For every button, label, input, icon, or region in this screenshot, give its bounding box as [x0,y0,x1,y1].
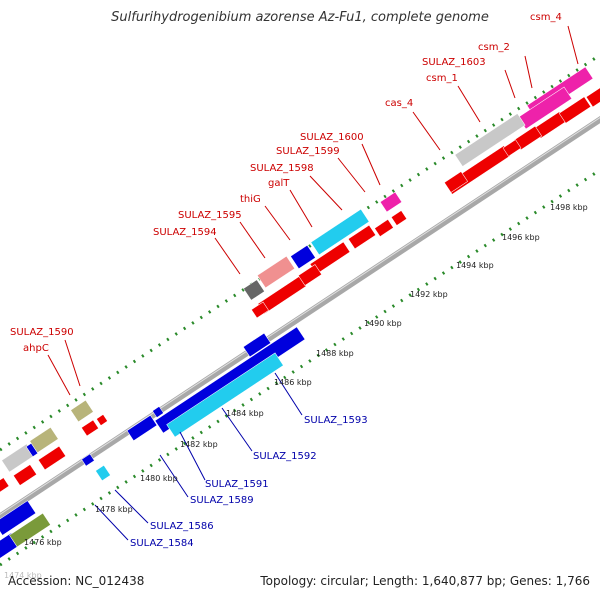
gene-feature-red [37,445,67,471]
gene-feature-red [298,264,322,286]
gene-label-reverse: SULAZ_1589 [190,495,254,506]
gene-feature-blue [25,442,39,458]
scale-label: 1484 kbp [226,409,264,418]
gene-feature-red [13,464,37,486]
gene-feature-red [374,219,394,237]
gene-feature-blue [152,406,164,418]
leader-line [337,157,366,193]
leader-line [567,25,579,65]
scale-label: 1494 kbp [456,261,494,270]
leader-line [47,354,71,396]
leader-line [504,69,516,99]
gene-label-reverse: SULAZ_1591 [205,479,269,490]
feature-blocks [0,66,600,560]
genome-backbone [0,116,600,520]
gene-label-forward: SULAZ_1594 [153,227,217,238]
gene-feature-red [502,139,522,157]
feature-labels: csm_4 csm_2 SULAZ_1603 csm_1 cas_4 SULAZ_1600… [10,12,579,549]
gene-feature-olive [70,399,94,423]
accession-text: Accession: NC_012438 [8,574,145,588]
gene-feature-red [558,96,592,124]
genome-backbone-highlight [0,117,600,515]
gene-label-forward: SULAZ_1600 [300,132,364,143]
topology-text: Topology: circular; Length: 1,640,877 bp… [260,574,590,588]
gene-feature-red [81,419,99,437]
leader-line [457,85,481,123]
gene-feature-grey [454,113,526,167]
gene-label-forward: SULAZ_1590 [10,327,74,338]
gene-label-forward: galT [268,178,290,189]
scale-label: 1478 kbp [95,505,133,514]
gene-feature-red [0,477,10,495]
gene-feature-red [444,171,468,193]
gene-feature-darkgrey [243,279,265,301]
gene-feature-red [585,86,600,108]
leader-line [274,372,303,416]
gene-label-forward: csm_4 [530,12,562,23]
gene-label-reverse: SULAZ_1592 [253,451,317,462]
leader-line [239,221,266,259]
scale-label: 1482 kbp [180,440,218,449]
reverse-feature-track [0,168,600,567]
leader-line [114,489,149,524]
leader-line [361,143,381,186]
gene-label-forward: SULAZ_1603 [422,57,486,68]
leader-line [159,454,189,498]
gene-feature-red [347,224,377,250]
leader-line [221,407,253,452]
gene-label-reverse: SULAZ_1586 [150,521,214,532]
map-title: Sulfurihydrogenibium azorense Az-Fu1, co… [111,10,489,25]
scale-label: 1474 kbp [4,571,42,580]
leader-line [64,339,81,387]
gene-label-forward: thiG [240,194,261,205]
scale-label: 1498 kbp [550,203,588,212]
gene-feature-blue [81,453,95,467]
gene-label-forward: csm_2 [478,42,510,53]
gene-label-reverse: SULAZ_1584 [130,538,194,549]
leader-line [412,111,441,151]
scale-label: 1496 kbp [502,233,540,242]
gene-feature-blue [290,244,316,270]
gene-feature-magenta [379,191,403,213]
gene-feature-green [9,512,51,548]
gene-feature-blue [126,414,158,442]
gene-feature-red [251,301,269,319]
gene-label-forward: SULAZ_1599 [276,146,340,157]
scale-label: 1476 kbp [24,538,62,547]
gene-feature-blue [242,332,272,358]
leader-line [524,55,533,89]
scale-label: 1480 kbp [140,474,178,483]
gene-feature-red [390,210,408,226]
scale-labels: 1474 kbp 1476 kbp 1478 kbp 1480 kbp 1482 kbp… [4,203,588,580]
gene-feature-cyan [310,208,370,256]
leader-line [94,504,129,541]
scale-label: 1488 kbp [316,349,354,358]
leader-line [214,237,241,275]
gene-label-forward: ahpC [23,343,49,354]
gene-feature-cyan [166,352,284,438]
gene-label-forward: SULAZ_1598 [250,163,314,174]
scale-label: 1490 kbp [364,319,402,328]
gene-feature-pink [256,255,296,289]
gene-label-forward: csm_1 [426,73,458,84]
gene-label-reverse: SULAZ_1593 [304,415,368,426]
gene-feature-red [96,414,108,426]
leader-line [309,175,343,211]
leader-line [179,431,206,481]
leader-line [289,189,313,228]
scale-label: 1486 kbp [274,378,312,387]
gene-feature-cyan [95,464,111,482]
gene-label-forward: SULAZ_1595 [178,210,242,221]
gene-feature-blue [0,500,37,536]
scale-label: 1492 kbp [410,290,448,299]
gene-label-forward: cas_4 [385,98,413,109]
leader-line [264,205,291,241]
